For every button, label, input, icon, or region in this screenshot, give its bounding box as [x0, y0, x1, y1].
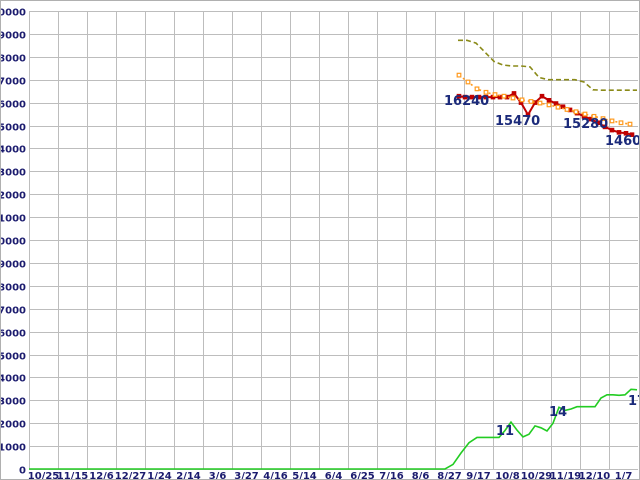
x-tick-label: 3/6: [209, 471, 227, 480]
data-point-marker: [588, 116, 594, 122]
data-point-marker: [627, 121, 633, 127]
point-value-label: 11: [496, 424, 514, 439]
data-point-marker: [618, 120, 624, 126]
y-tick-label: 7000: [1, 306, 26, 317]
x-tick-label: 12/10: [579, 471, 611, 480]
y-tick-label: 1000: [1, 443, 26, 454]
y-tick-label: 15000: [1, 123, 26, 134]
y-tick-label: 12000: [1, 191, 26, 202]
data-point-marker: [525, 112, 531, 118]
data-point-marker: [609, 118, 615, 124]
x-tick-label: 1/24: [147, 471, 172, 480]
data-point-marker: [492, 92, 498, 97]
point-value-label: 14600: [605, 134, 640, 149]
x-tick-label: 10/25: [28, 471, 60, 480]
x-tick-label: 10/29: [521, 471, 553, 480]
y-tick-label: 13000: [1, 168, 26, 179]
data-point-marker: [510, 95, 516, 101]
point-value-label: 15280: [563, 117, 608, 132]
y-tick-label: 5000: [1, 352, 26, 363]
series-layer: [29, 39, 638, 470]
x-tick-label: 8/6: [412, 471, 430, 480]
data-point-marker: [474, 86, 480, 92]
y-axis-tick-labels: 0 1000 2000 3000 4000 5000 6000 7000 8000 9000 100…: [1, 8, 26, 477]
y-tick-label: 11000: [1, 214, 26, 225]
data-point-marker: [539, 93, 545, 99]
x-tick-label: 2/14: [176, 471, 201, 480]
series-forecast-orange: [456, 72, 633, 127]
data-point-marker: [511, 91, 517, 96]
data-point-marker: [537, 100, 543, 106]
y-tick-label: 9000: [1, 260, 26, 271]
y-tick-label: 3000: [1, 397, 26, 408]
data-point-marker: [564, 107, 570, 112]
x-tick-label: 5/14: [292, 471, 317, 480]
x-tick-label: 12/6: [89, 471, 114, 480]
y-tick-label: 20000: [1, 8, 26, 19]
series-upper-band-olive: [458, 39, 637, 91]
x-tick-label: 3/27: [234, 471, 259, 480]
point-value-label: 14: [549, 405, 567, 420]
data-point-marker: [456, 93, 462, 99]
point-value-label: 16240: [444, 94, 489, 109]
y-tick-label: 10000: [1, 237, 26, 248]
data-point-marker: [462, 94, 468, 100]
data-point-marker: [483, 89, 489, 95]
x-tick-label: 12/27: [115, 471, 147, 480]
data-point-marker: [483, 94, 489, 100]
x-tick-label: 11/19: [550, 471, 582, 480]
y-tick-label: 14000: [1, 145, 26, 156]
y-tick-label: 17000: [1, 77, 26, 88]
y-tick-label: 18000: [1, 54, 26, 65]
data-point-marker: [528, 99, 534, 104]
data-point-marker: [629, 132, 635, 137]
data-point-marker: [546, 102, 552, 108]
x-tick-label: 10/8: [495, 471, 520, 480]
series-price-red: [456, 91, 635, 137]
x-tick-label: 6/4: [325, 471, 343, 480]
point-value-label: 15470: [495, 114, 540, 129]
y-tick-label: 4000: [1, 374, 26, 385]
y-tick-label: 8000: [1, 283, 26, 294]
x-tick-label: 4/16: [263, 471, 288, 480]
data-point-marker: [591, 113, 597, 119]
data-point-marker: [469, 94, 475, 100]
x-tick-label: 7/16: [379, 471, 404, 480]
y-tick-label: 2000: [1, 420, 26, 431]
data-point-marker: [602, 124, 608, 130]
data-point-marker: [456, 72, 462, 78]
data-point-marker: [573, 109, 579, 115]
data-point-marker: [519, 97, 525, 103]
data-point-marker: [476, 94, 482, 100]
point-value-label: 17: [628, 394, 640, 409]
x-tick-label: 9/17: [466, 471, 491, 480]
data-point-marker: [555, 104, 561, 110]
data-point-marker: [501, 93, 507, 99]
series-line-volume-green: [29, 388, 638, 470]
grid-layer: [29, 11, 638, 470]
data-point-annotations: 16240 15470 15280 14600 11 14 17: [444, 94, 640, 439]
x-tick-label: 1/7: [615, 471, 633, 480]
y-tick-label: 6000: [1, 329, 26, 340]
data-point-marker: [609, 127, 615, 133]
data-point-marker: [582, 111, 588, 117]
y-tick-label: 16000: [1, 100, 26, 111]
y-tick-label: 19000: [1, 31, 26, 42]
x-tick-label: 8/27: [437, 471, 462, 480]
data-point-marker: [465, 79, 471, 85]
data-point-marker: [623, 130, 629, 136]
data-point-marker: [546, 98, 552, 103]
x-tick-label: 6/25: [350, 471, 375, 480]
series-volume-green: [29, 388, 638, 470]
x-tick-label: 11/15: [57, 471, 89, 480]
data-point-marker: [595, 120, 601, 126]
data-point-marker: [600, 116, 606, 122]
data-point-marker: [616, 130, 622, 135]
y-tick-label: 0: [19, 466, 26, 477]
series-line-upper-band-olive: [458, 39, 637, 91]
